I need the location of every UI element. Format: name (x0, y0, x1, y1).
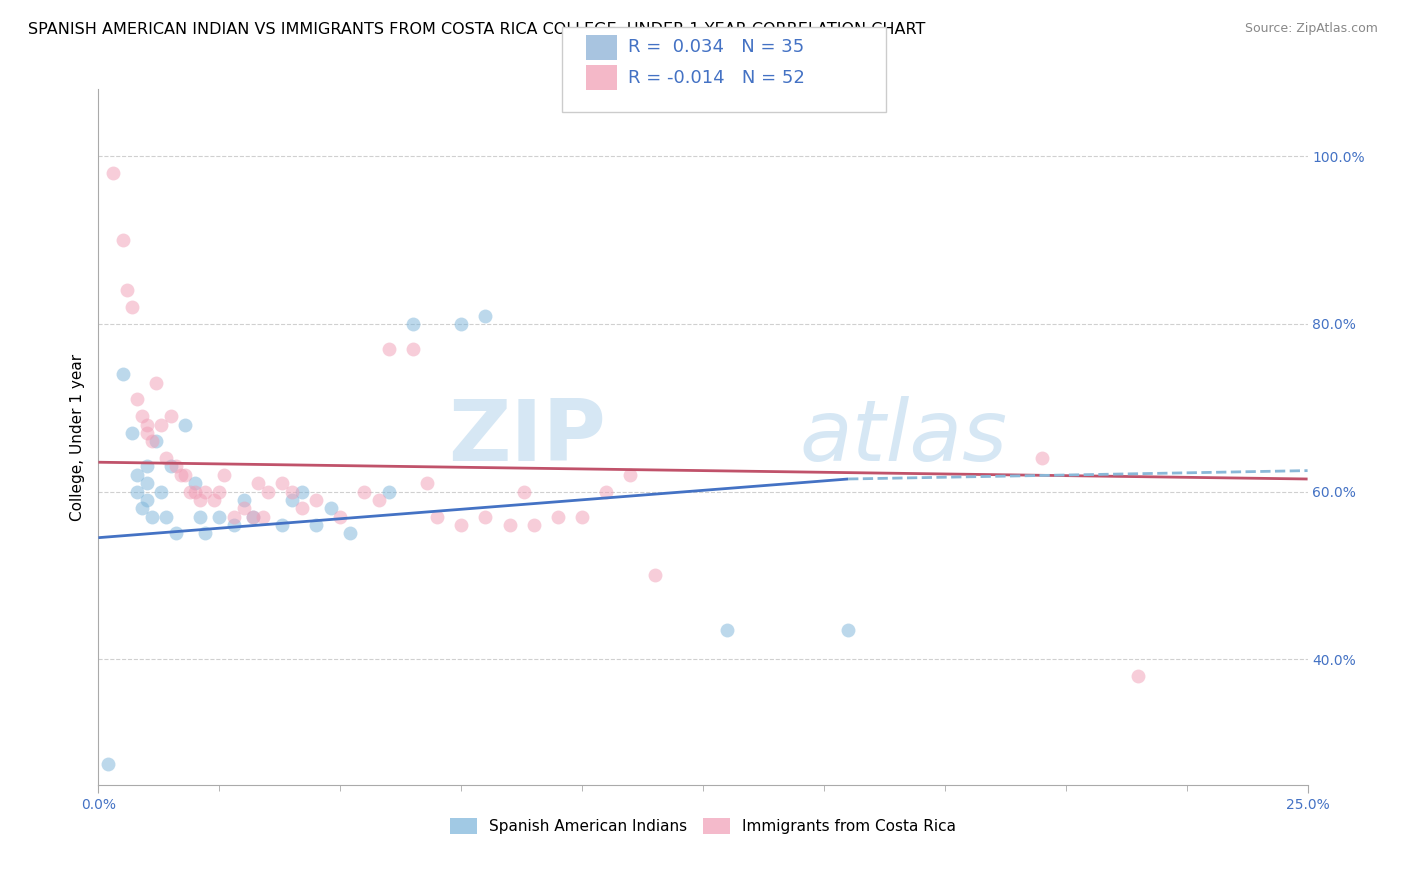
Point (121, 425, 143, 440)
Point (184, 484, 207, 499)
Point (111, 233, 134, 247)
Point (290, 484, 312, 499)
Point (281, 492, 304, 507)
Point (281, 484, 304, 499)
Point (571, 509, 593, 524)
Point (131, 501, 153, 516)
Point (339, 526, 361, 541)
Point (101, 166, 124, 180)
Point (127, 484, 149, 499)
Point (450, 317, 472, 331)
Point (547, 509, 569, 524)
Point (402, 342, 425, 356)
Point (242, 509, 264, 524)
Point (208, 484, 231, 499)
Point (160, 409, 183, 424)
Text: atlas: atlas (800, 395, 1008, 479)
Point (165, 526, 187, 541)
Point (131, 409, 153, 424)
Point (155, 450, 177, 465)
Point (305, 492, 328, 507)
Point (150, 417, 173, 432)
Point (184, 476, 207, 491)
Point (141, 434, 163, 449)
Point (127, 467, 149, 482)
Point (1128, 669, 1150, 683)
Point (194, 484, 217, 499)
Point (426, 509, 449, 524)
Point (97, 757, 120, 772)
Point (135, 459, 157, 474)
Point (305, 518, 328, 533)
Point (174, 467, 197, 482)
Point (247, 476, 270, 491)
Point (204, 492, 226, 507)
Point (271, 476, 294, 491)
Point (169, 467, 191, 482)
Point (256, 484, 278, 499)
Text: ZIP: ZIP (449, 395, 606, 479)
Point (450, 518, 472, 533)
Point (145, 376, 167, 390)
Point (222, 509, 245, 524)
Point (127, 392, 149, 407)
Point (595, 484, 617, 499)
Point (179, 484, 201, 499)
Point (188, 492, 211, 507)
Point (150, 484, 173, 499)
Point (619, 467, 641, 482)
Point (117, 284, 139, 298)
Point (188, 509, 211, 524)
Point (319, 501, 342, 516)
Point (290, 501, 312, 516)
Point (208, 509, 231, 524)
Point (644, 568, 666, 582)
Point (252, 509, 274, 524)
Point (513, 484, 536, 499)
Point (121, 300, 143, 314)
Point (165, 459, 187, 474)
Point (377, 342, 399, 356)
Point (160, 459, 183, 474)
Point (353, 484, 375, 499)
Text: R = -0.014   N = 52: R = -0.014 N = 52 (628, 69, 806, 87)
Point (194, 526, 217, 541)
Point (837, 623, 859, 637)
Point (212, 467, 235, 482)
Point (377, 484, 399, 499)
Point (135, 417, 157, 432)
Text: Source: ZipAtlas.com: Source: ZipAtlas.com (1244, 22, 1378, 36)
Text: SPANISH AMERICAN INDIAN VS IMMIGRANTS FROM COSTA RICA COLLEGE, UNDER 1 YEAR CORR: SPANISH AMERICAN INDIAN VS IMMIGRANTS FR… (28, 22, 925, 37)
Point (232, 492, 254, 507)
Point (402, 317, 425, 331)
Point (474, 509, 496, 524)
Point (416, 476, 439, 491)
Point (222, 518, 245, 533)
Point (135, 425, 157, 440)
Point (242, 509, 264, 524)
Point (498, 518, 520, 533)
Point (474, 309, 496, 323)
Y-axis label: College, Under 1 year: College, Under 1 year (69, 353, 84, 521)
Point (145, 434, 167, 449)
Point (523, 518, 546, 533)
Text: R =  0.034   N = 35: R = 0.034 N = 35 (628, 38, 804, 56)
Point (135, 492, 157, 507)
Point (232, 501, 254, 516)
Point (271, 518, 294, 533)
Point (1031, 450, 1053, 465)
Point (141, 509, 163, 524)
Point (329, 509, 352, 524)
Point (135, 476, 157, 491)
Point (155, 509, 177, 524)
Legend: Spanish American Indians, Immigrants from Costa Rica: Spanish American Indians, Immigrants fro… (443, 812, 963, 840)
Point (174, 417, 197, 432)
Point (111, 368, 134, 382)
Point (368, 492, 391, 507)
Point (716, 623, 738, 637)
